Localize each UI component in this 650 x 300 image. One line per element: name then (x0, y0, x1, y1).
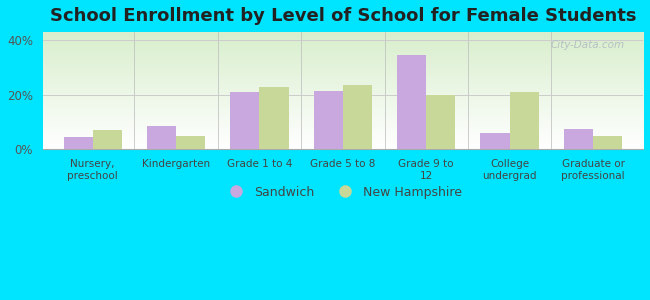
Title: School Enrollment by Level of School for Female Students: School Enrollment by Level of School for… (49, 7, 636, 25)
Legend: Sandwich, New Hampshire: Sandwich, New Hampshire (219, 181, 467, 204)
Bar (397, 55, 426, 149)
Bar (343, 85, 372, 149)
Bar (564, 129, 593, 149)
Text: City-Data.com: City-Data.com (551, 40, 625, 50)
Bar (176, 136, 205, 149)
Bar (230, 92, 259, 149)
Bar (426, 95, 456, 149)
Bar (147, 126, 176, 149)
Bar (480, 133, 510, 149)
Bar (314, 91, 343, 149)
Bar (259, 86, 289, 149)
Bar (593, 136, 622, 149)
Bar (93, 130, 122, 149)
Bar (510, 92, 539, 149)
Bar (64, 137, 93, 149)
